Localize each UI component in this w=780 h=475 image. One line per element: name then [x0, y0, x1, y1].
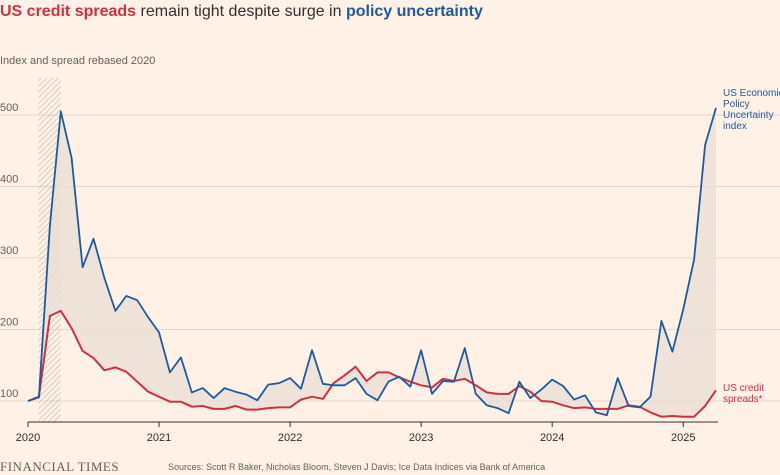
title-red-part: US credit spreads	[0, 3, 137, 20]
gap-area	[28, 107, 716, 417]
y-tick-label: 300	[0, 245, 18, 257]
x-tick-label: 2020	[16, 432, 40, 444]
epu-label-line: US Economic	[723, 88, 780, 99]
y-tick-label: 400	[0, 174, 18, 186]
spread-label-line: US credit	[723, 383, 764, 394]
spread-series-label: US credit spreads*	[723, 383, 764, 405]
y-tick-label: 200	[0, 317, 18, 329]
policy-uncertainty-line	[27, 107, 717, 417]
ft-brand: FINANCIAL TIMES	[0, 459, 120, 474]
chart-title: US credit spreads remain tight despite s…	[0, 3, 483, 21]
credit-spread-line	[27, 309, 717, 418]
line-chart: 100 200 300 400 500 2020 2021 2022 2023 2024 2025…	[0, 78, 780, 444]
gridlines: 100 200 300 400 500	[0, 102, 780, 402]
x-tick-label: 2024	[540, 432, 564, 444]
epu-series-label: US Economic Policy Uncertainty index	[723, 88, 780, 132]
x-tick-label: 2023	[409, 432, 433, 444]
epu-label-line: Policy	[723, 99, 750, 110]
chart-subtitle: Index and spread rebased 2020	[0, 55, 156, 67]
gap-fill	[28, 107, 716, 417]
x-tick-label: 2022	[278, 432, 302, 444]
series-lines	[27, 107, 717, 418]
x-tick-label: 2021	[147, 432, 171, 444]
spread-label-line: spreads*	[723, 394, 763, 405]
y-tick-label: 500	[0, 102, 18, 114]
source-note: Sources: Scott R Baker, Nicholas Bloom, …	[168, 462, 546, 472]
epu-label-line: index	[723, 121, 747, 132]
epu-label-line: Uncertainty	[723, 110, 774, 121]
y-tick-label: 100	[0, 388, 18, 400]
title-middle-part: remain tight despite surge in	[136, 3, 346, 20]
series-labels: US Economic Policy Uncertainty index US cred…	[723, 88, 780, 405]
x-tick-label: 2025	[671, 432, 695, 444]
title-blue-part: policy uncertainty	[345, 3, 483, 20]
x-axis: 2020 2021 2022 2023 2024 2025	[16, 421, 718, 444]
